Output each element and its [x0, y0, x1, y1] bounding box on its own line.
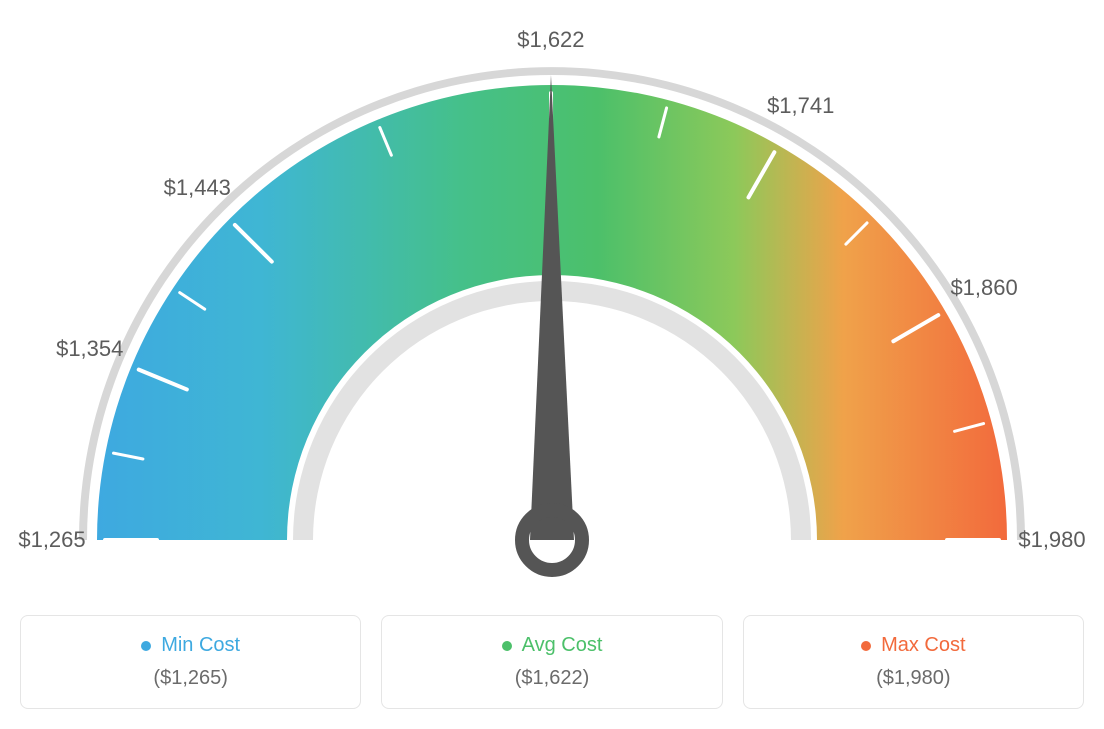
legend-title-max: Max Cost	[861, 634, 965, 657]
gauge-tick-label: $1,622	[517, 27, 584, 53]
legend-title-min: Min Cost	[141, 634, 240, 657]
legend-card-max: Max Cost ($1,980)	[743, 615, 1084, 709]
legend-title-avg: Avg Cost	[502, 634, 603, 657]
dot-icon	[502, 641, 512, 651]
dot-icon	[141, 641, 151, 651]
legend-value-max: ($1,980)	[764, 667, 1063, 690]
gauge-tick-label: $1,354	[56, 336, 123, 362]
gauge-tick-label: $1,265	[18, 527, 85, 553]
legend-row: Min Cost ($1,265) Avg Cost ($1,622) Max …	[20, 615, 1084, 709]
legend-title-min-text: Min Cost	[161, 634, 240, 657]
legend-value-avg: ($1,622)	[402, 667, 701, 690]
gauge-tick-label: $1,741	[767, 93, 834, 119]
legend-title-avg-text: Avg Cost	[522, 634, 603, 657]
gauge-tick-label: $1,980	[1018, 527, 1085, 553]
gauge-chart: $1,265 $1,354 $1,443 $1,622 $1,741 $1,860 $1,9…	[20, 20, 1084, 585]
gauge-tick-label: $1,860	[950, 275, 1017, 301]
dot-icon	[861, 641, 871, 651]
legend-card-min: Min Cost ($1,265)	[20, 615, 361, 709]
legend-card-avg: Avg Cost ($1,622)	[381, 615, 722, 709]
gauge-tick-label: $1,443	[164, 175, 231, 201]
gauge-svg	[20, 20, 1084, 580]
legend-title-max-text: Max Cost	[881, 634, 965, 657]
legend-value-min: ($1,265)	[41, 667, 340, 690]
